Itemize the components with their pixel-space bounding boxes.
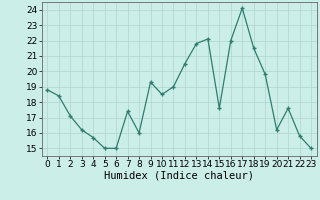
X-axis label: Humidex (Indice chaleur): Humidex (Indice chaleur) bbox=[104, 171, 254, 181]
